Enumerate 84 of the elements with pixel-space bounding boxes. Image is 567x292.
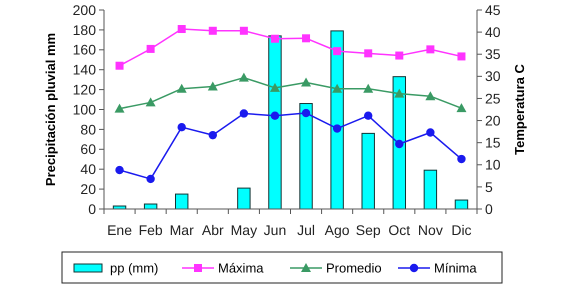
legend-label: Máxima [218, 260, 264, 276]
bar [392, 76, 406, 210]
y-tick-label: 180 [72, 22, 96, 38]
point [208, 82, 218, 91]
point [395, 52, 404, 60]
point [426, 45, 434, 54]
bar [424, 170, 438, 210]
bar [268, 35, 282, 210]
y-tick-label: 140 [72, 62, 96, 78]
point [270, 82, 280, 92]
point [301, 78, 312, 87]
y2-tick-label: 45 [485, 2, 501, 18]
y2-axis-title: Temperatura C [512, 64, 527, 155]
point [270, 111, 280, 120]
point [146, 97, 156, 106]
point [240, 109, 248, 118]
point [114, 104, 125, 113]
bar [237, 188, 251, 210]
x-tick-label: Jul [297, 222, 315, 238]
y2-tick-label: 0 [485, 200, 493, 217]
point [302, 34, 310, 42]
point [363, 84, 374, 93]
point [426, 128, 435, 137]
point [176, 84, 187, 93]
legend-label: Mínima [434, 260, 478, 276]
bar [330, 30, 344, 210]
y2-tick-label: 5 [485, 178, 493, 195]
bar [454, 200, 468, 210]
y-tick-label: 80 [80, 121, 96, 138]
x-tick-label: Nov [418, 222, 443, 238]
point [240, 26, 248, 35]
y-tick-label: 120 [72, 82, 96, 98]
point [238, 72, 249, 82]
point [116, 62, 124, 70]
bar [299, 103, 313, 210]
y2-tick-label: 10 [485, 156, 501, 173]
point [178, 122, 186, 132]
point [332, 84, 342, 93]
legend-label: pp (mm) [110, 260, 158, 276]
point [425, 91, 436, 100]
x-tick-label: May [230, 222, 258, 238]
y2-tick-label: 35 [485, 46, 501, 62]
x-tick-label: Dic [451, 222, 472, 238]
y-tick-label: 100 [72, 101, 96, 118]
point [333, 47, 342, 56]
point [457, 52, 466, 60]
x-tick-label: Feb [138, 222, 163, 238]
y2-tick-label: 25 [485, 90, 501, 106]
y-tick-label: 20 [80, 181, 96, 197]
point [208, 130, 217, 140]
y2-tick-label: 40 [485, 24, 501, 40]
point [332, 124, 342, 133]
y-tick-label: 40 [80, 161, 96, 178]
y2-tick-label: 15 [485, 134, 501, 151]
x-tick-label: Jun [264, 222, 286, 238]
x-tick-label: Mar [170, 222, 194, 238]
point [395, 140, 404, 148]
point [146, 174, 155, 184]
point [457, 154, 466, 164]
point [208, 26, 217, 35]
point [364, 49, 372, 58]
point [146, 44, 155, 53]
legend-label: Promedio [326, 260, 382, 276]
bar [361, 132, 375, 210]
x-tick-label: Abr [202, 222, 224, 238]
point [456, 103, 466, 112]
y-tick-label: 160 [72, 42, 96, 58]
point [115, 166, 124, 174]
x-tick-label: Oct [388, 222, 410, 238]
y2-tick-label: 30 [485, 68, 501, 84]
point [302, 108, 310, 118]
y2-tick-label: 20 [485, 112, 501, 128]
point [394, 88, 404, 98]
y-tick-label: 0 [88, 200, 96, 217]
point [364, 111, 372, 120]
x-tick-label: Ago [324, 222, 350, 238]
bar [174, 194, 188, 210]
y-tick-label: 200 [72, 2, 96, 18]
x-tick-label: Sep [356, 222, 381, 238]
point [178, 25, 186, 34]
x-tick-label: Ene [107, 222, 132, 238]
y-tick-label: 60 [80, 141, 96, 158]
point [270, 34, 279, 43]
y-axis-title: Precipitación pluvial mm [43, 32, 58, 186]
